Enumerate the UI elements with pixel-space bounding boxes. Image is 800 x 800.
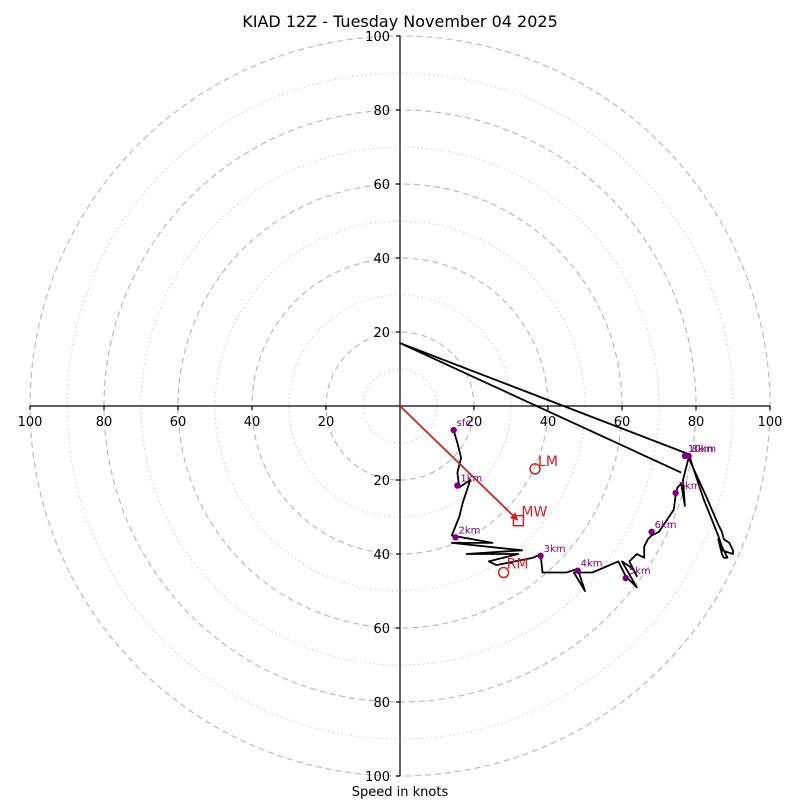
y-tick-label: 60 [373, 178, 390, 193]
chart-title: KIAD 12Z - Tuesday November 04 2025 [242, 12, 558, 31]
y-tick-label: 20 [373, 474, 390, 489]
x-tick-label: 20 [318, 415, 335, 430]
y-tick-label: 40 [373, 252, 390, 267]
height-label-10km: 10km [688, 444, 716, 455]
y-tick-label: 40 [373, 548, 390, 563]
height-marker-10km [681, 452, 689, 460]
y-tick-label: 20 [373, 326, 390, 341]
height-marker-2km [452, 534, 459, 541]
x-tick-label: 100 [18, 415, 43, 430]
mean-wind-marker [512, 514, 525, 527]
height-marker-6km [648, 528, 655, 535]
y-tick-label: 100 [365, 770, 390, 785]
height-label-sfc: sfc [457, 418, 471, 429]
hodograph-layer [399, 342, 734, 592]
height-label-3km: 3km [544, 544, 566, 555]
storm-motions: MW RM LM [399, 405, 558, 579]
height-label-8km: 8km [692, 444, 714, 455]
x-tick-label: 80 [688, 415, 705, 430]
height-label-1km: 1km [460, 474, 482, 485]
height-marker-7km [672, 489, 679, 497]
mean-wind-label: MW [521, 505, 547, 521]
x-tick-label: 20 [466, 415, 483, 430]
height-marker-4km [574, 567, 581, 574]
y-tick-label: 80 [373, 104, 390, 119]
right-mover-label: RM [507, 557, 529, 573]
left-mover-marker [529, 463, 541, 475]
height-label-2km: 2km [459, 525, 481, 536]
right-mover-marker [497, 566, 510, 579]
height-label-5km: 5km [629, 566, 651, 577]
hodograph-trace [399, 342, 734, 592]
x-tick-label: 40 [244, 415, 261, 430]
mean-wind-vector [399, 405, 514, 516]
y-tick-label: 60 [373, 622, 390, 637]
x-axis-label: Speed in knots [352, 785, 449, 800]
y-tick-label: 80 [373, 696, 390, 711]
x-tick-label: 80 [96, 415, 113, 430]
height-label-6km: 6km [655, 520, 677, 531]
x-tick-label: 60 [170, 415, 187, 430]
height-marker-sfc [450, 426, 457, 434]
x-tick-label: 40 [540, 415, 557, 430]
height-label-4km: 4km [581, 559, 603, 570]
tick-labels: 100 80 60 40 20 20 40 60 80 100100806040202040608… [18, 30, 783, 785]
x-tick-label: 100 [758, 415, 783, 430]
height-marker-5km [622, 574, 629, 582]
height-label-7km: 7km [679, 481, 701, 492]
y-tick-label: 100 [365, 30, 390, 45]
height-marker-3km [537, 552, 544, 560]
left-mover-label: LM [538, 454, 558, 470]
height-marker-1km [454, 482, 461, 489]
